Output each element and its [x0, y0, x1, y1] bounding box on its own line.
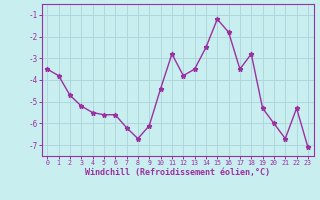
X-axis label: Windchill (Refroidissement éolien,°C): Windchill (Refroidissement éolien,°C): [85, 168, 270, 177]
